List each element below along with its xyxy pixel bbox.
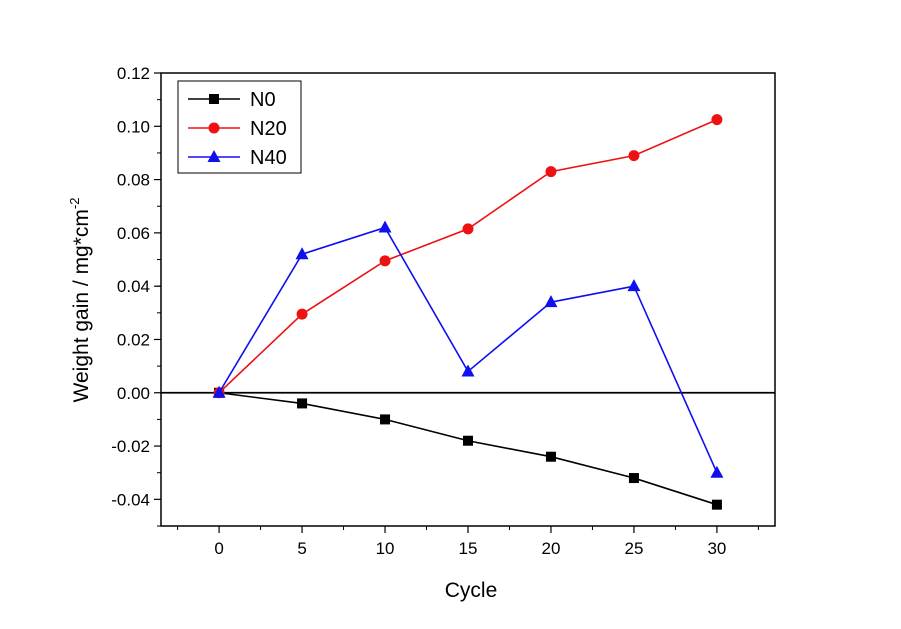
y-tick-label: 0.00 <box>117 384 150 403</box>
series-line-n0 <box>218 391 718 506</box>
data-point-n20 <box>545 166 557 178</box>
data-point-n40 <box>461 364 475 377</box>
x-tick-label: 5 <box>297 539 306 558</box>
axis-ticks: 0 5 10 15 20 25 30 -0.04 -0.02 0.00 0.02 0.04 0.06 0.… <box>111 64 759 558</box>
data-point-n20 <box>628 150 640 162</box>
legend-label-n20: N20 <box>250 118 287 140</box>
data-point-n40 <box>710 465 724 478</box>
y-axis-title: Weight gain / mg*cm-2 <box>67 198 93 403</box>
data-point-n0 <box>297 398 308 409</box>
data-point-n20 <box>711 114 723 126</box>
y-axis-title-main: Weight gain / mg*cm <box>70 209 93 402</box>
y-tick-label: 0.08 <box>117 171 150 190</box>
data-point-n0 <box>463 435 473 446</box>
y-axis-title-superscript: -2 <box>67 198 82 210</box>
y-tick-label: 0.12 <box>117 64 150 83</box>
data-point-n40 <box>295 247 309 260</box>
y-tick-label: 0.02 <box>117 330 150 349</box>
legend-marker-n40 <box>207 150 221 162</box>
y-tick-label: 0.06 <box>117 224 150 243</box>
legend-marker-n20 <box>208 122 220 134</box>
legend-label-n40: N40 <box>250 147 287 169</box>
y-tick-label: -0.02 <box>111 437 150 456</box>
y-tick-label: 0.10 <box>117 117 150 136</box>
data-point-n0 <box>545 451 556 462</box>
x-tick-label: 0 <box>214 539 223 558</box>
x-tick-label: 30 <box>707 539 726 558</box>
data-point-n0 <box>380 414 391 425</box>
data-point-n20 <box>462 223 474 235</box>
legend-label-n0: N0 <box>250 89 276 111</box>
x-tick-label: 10 <box>376 539 395 558</box>
x-axis-title: Cycle <box>445 579 498 602</box>
x-tick-label: 25 <box>624 539 643 558</box>
legend-marker-n0 <box>209 94 219 104</box>
legend: N0 N20 N40 <box>177 80 302 174</box>
data-point-n20 <box>379 255 391 267</box>
data-point-n40 <box>627 279 641 292</box>
x-tick-label: 15 <box>459 539 478 558</box>
data-point-n0 <box>711 499 722 510</box>
y-tick-label: 0.04 <box>117 277 150 296</box>
y-tick-label: -0.04 <box>111 490 150 509</box>
data-point-n40 <box>544 295 558 308</box>
data-point-n20 <box>296 308 308 320</box>
x-tick-label: 20 <box>542 539 561 558</box>
series-layer <box>212 114 724 510</box>
data-point-n40 <box>212 385 226 398</box>
data-point-n40 <box>378 220 392 233</box>
data-point-n0 <box>628 473 639 484</box>
